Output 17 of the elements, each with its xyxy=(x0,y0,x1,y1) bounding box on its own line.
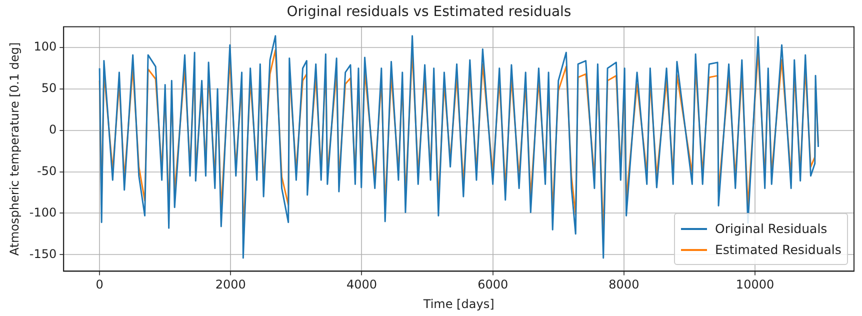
y-tick-label: -150 xyxy=(29,246,57,261)
y-axis-title: Atmospheric temperature [0.1 deg] xyxy=(7,42,22,256)
x-tick-label: 4000 xyxy=(346,278,378,292)
y-tick-label: 0 xyxy=(48,122,57,136)
x-tick-label: 0 xyxy=(96,278,104,292)
x-tick-label: 2000 xyxy=(215,278,246,292)
y-tick-label: 100 xyxy=(34,40,57,54)
x-tick-label: 6000 xyxy=(478,278,508,292)
y-tick-label: -50 xyxy=(37,164,57,178)
x-axis-title: Time [days] xyxy=(422,296,494,311)
legend-label: Original Residuals xyxy=(715,221,828,236)
x-tick-label: 10000 xyxy=(736,278,774,292)
y-tick-label: -100 xyxy=(29,205,57,220)
y-tick-label: 50 xyxy=(41,81,57,96)
legend-label: Estimated Residuals xyxy=(715,242,842,258)
x-tick-label: 8000 xyxy=(608,278,640,292)
chart-title: Original residuals vs Estimated residuals xyxy=(286,4,572,20)
